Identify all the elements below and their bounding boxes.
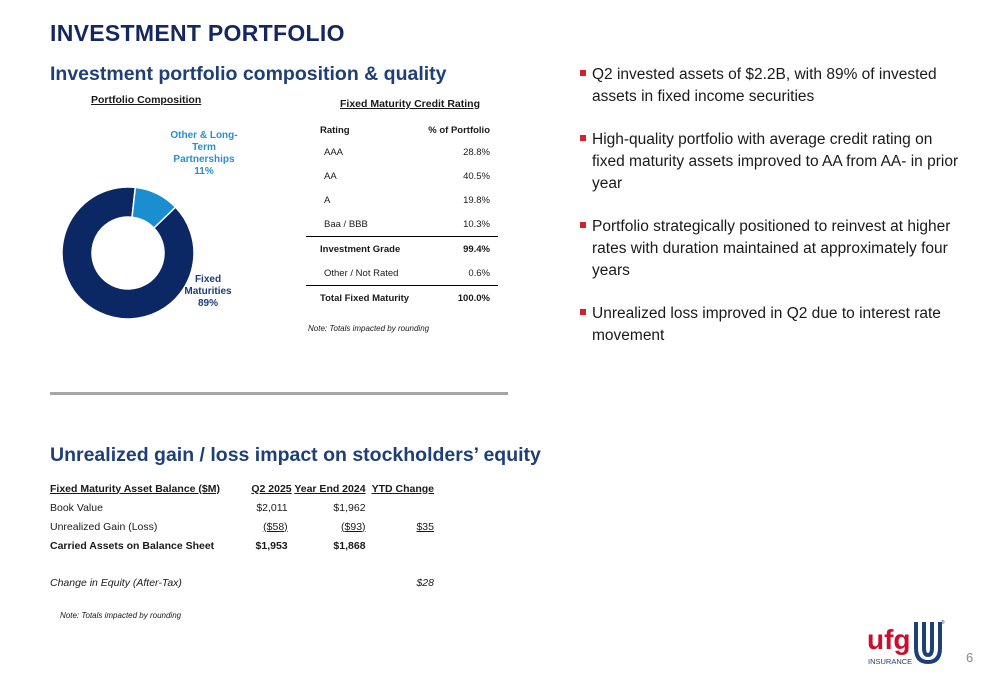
composition-heading: Investment portfolio composition & quali… bbox=[50, 63, 447, 85]
table-header-row: Fixed Maturity Asset Balance ($M) Q2 202… bbox=[50, 479, 440, 498]
label-line: Fixed bbox=[194, 274, 222, 285]
table-row: Baa / BBB 10.3% bbox=[306, 212, 498, 237]
spacer-row bbox=[50, 555, 440, 573]
rating-cell: Total Fixed Maturity bbox=[306, 285, 421, 310]
list-item: Portfolio strategically positioned to re… bbox=[580, 216, 960, 282]
table-row: AA 40.5% bbox=[306, 164, 498, 188]
logo-wordmark: ufg bbox=[867, 624, 911, 655]
portfolio-donut-chart bbox=[61, 186, 195, 320]
value-cell: $35 bbox=[416, 520, 434, 533]
equity-impact-table: Fixed Maturity Asset Balance ($M) Q2 202… bbox=[50, 479, 440, 592]
rating-cell: Baa / BBB bbox=[324, 218, 368, 230]
percent-cell: 100.0% bbox=[420, 285, 498, 310]
value-cell bbox=[372, 536, 440, 555]
label-line: Maturities bbox=[184, 286, 232, 297]
table-row: A 19.8% bbox=[306, 188, 498, 212]
value-cell bbox=[372, 498, 440, 517]
key-points-list: Q2 invested assets of $2.2B, with 89% of… bbox=[580, 64, 960, 368]
rating-cell: AAA bbox=[324, 146, 344, 158]
value-cell: $1,962 bbox=[333, 501, 366, 514]
registered-mark: ® bbox=[941, 619, 945, 626]
bullet-text: Unrealized loss improved in Q2 due to in… bbox=[592, 305, 941, 344]
value-cell bbox=[245, 573, 294, 592]
table-row: Other / Not Rated 0.6% bbox=[306, 261, 498, 286]
bullet-square-icon bbox=[580, 70, 586, 76]
header-balance: Fixed Maturity Asset Balance ($M) bbox=[50, 482, 220, 495]
label-line: Partnerships bbox=[173, 154, 235, 165]
bullet-text: Q2 invested assets of $2.2B, with 89% of… bbox=[592, 66, 937, 105]
percent-cell: 28.8% bbox=[463, 146, 490, 158]
row-label: Unrealized Gain (Loss) bbox=[50, 520, 158, 533]
rating-cell: A bbox=[324, 194, 331, 206]
label-line: 89% bbox=[197, 298, 218, 309]
donut-label-fixed: Fixed Maturities 89% bbox=[178, 274, 238, 310]
bullet-square-icon bbox=[580, 222, 586, 228]
table-row: AAA 28.8% bbox=[306, 140, 498, 164]
percent-cell: 40.5% bbox=[463, 170, 490, 182]
table-row-subtotal: Investment Grade 99.4% bbox=[306, 236, 498, 261]
bullet-text: High-quality portfolio with average cred… bbox=[592, 131, 959, 192]
table-row-total: Total Fixed Maturity 100.0% bbox=[306, 285, 498, 310]
bullet-square-icon bbox=[580, 135, 586, 141]
label-line: Term bbox=[192, 142, 216, 153]
header-rating: Rating bbox=[320, 124, 350, 136]
table-row: Book Value $2,011 $1,962 bbox=[50, 498, 440, 517]
ufg-logo-mark: ufg ® INSURANCE bbox=[867, 619, 945, 666]
percent-cell: 19.8% bbox=[463, 194, 490, 206]
row-label: Change in Equity (After-Tax) bbox=[50, 576, 182, 589]
list-item: High-quality portfolio with average cred… bbox=[580, 129, 960, 195]
page-title: INVESTMENT PORTFOLIO bbox=[50, 20, 345, 46]
value-cell: $28 bbox=[416, 576, 434, 589]
page-number: 6 bbox=[966, 650, 974, 665]
label-line: 11% bbox=[194, 166, 214, 177]
value-cell: ($93) bbox=[341, 520, 366, 533]
row-label: Carried Assets on Balance Sheet bbox=[50, 539, 215, 552]
value-cell bbox=[294, 573, 372, 592]
ufg-insurance-logo: ufg ® INSURANCE bbox=[866, 618, 948, 668]
header-q2-2025: Q2 2025 bbox=[251, 482, 292, 495]
value-cell: ($58) bbox=[263, 520, 288, 533]
portfolio-composition-title: Portfolio Composition bbox=[91, 94, 202, 106]
logo-tagline: INSURANCE bbox=[868, 657, 912, 666]
header-year-end-2024: Year End 2024 bbox=[294, 482, 366, 495]
equity-heading: Unrealized gain / loss impact on stockho… bbox=[50, 444, 541, 466]
credit-rating-table: Rating % of Portfolio AAA 28.8% AA 40.5%… bbox=[306, 120, 498, 310]
donut-segment-other-partnerships bbox=[131, 186, 177, 230]
table-row: Unrealized Gain (Loss) ($58) ($93) $35 bbox=[50, 517, 440, 536]
label-line: Other & Long- bbox=[170, 130, 238, 141]
rating-cell: AA bbox=[324, 170, 337, 182]
table-header-row: Rating % of Portfolio bbox=[306, 120, 498, 140]
section-divider bbox=[50, 392, 508, 395]
percent-cell: 99.4% bbox=[420, 236, 498, 261]
logo-shield-icon bbox=[914, 622, 942, 665]
percent-cell: 10.3% bbox=[463, 218, 490, 230]
bullet-text: Portfolio strategically positioned to re… bbox=[592, 218, 951, 279]
rating-cell: Other / Not Rated bbox=[324, 267, 399, 279]
credit-rating-title: Fixed Maturity Credit Rating bbox=[340, 98, 481, 110]
header-percent: % of Portfolio bbox=[428, 124, 490, 136]
bullet-square-icon bbox=[580, 309, 586, 315]
equity-note: Note: Totals impacted by rounding bbox=[60, 611, 182, 620]
list-item: Unrealized loss improved in Q2 due to in… bbox=[580, 303, 960, 347]
value-cell: $1,868 bbox=[333, 539, 366, 552]
list-item: Q2 invested assets of $2.2B, with 89% of… bbox=[580, 64, 960, 108]
donut-segment-fixed-maturities bbox=[61, 186, 195, 320]
rating-cell: Investment Grade bbox=[306, 236, 421, 261]
percent-cell: 0.6% bbox=[468, 267, 490, 279]
header-ytd-change: YTD Change bbox=[371, 482, 434, 495]
donut-label-other: Other & Long- Term Partnerships 11% bbox=[168, 130, 240, 178]
value-cell: $2,011 bbox=[256, 501, 288, 514]
credit-rating-note: Note: Totals impacted by rounding bbox=[308, 324, 430, 333]
row-label: Book Value bbox=[50, 501, 103, 514]
value-cell: $1,953 bbox=[255, 539, 288, 552]
table-row-total: Carried Assets on Balance Sheet $1,953 $… bbox=[50, 536, 440, 555]
table-row-change: Change in Equity (After-Tax) $28 bbox=[50, 573, 440, 592]
